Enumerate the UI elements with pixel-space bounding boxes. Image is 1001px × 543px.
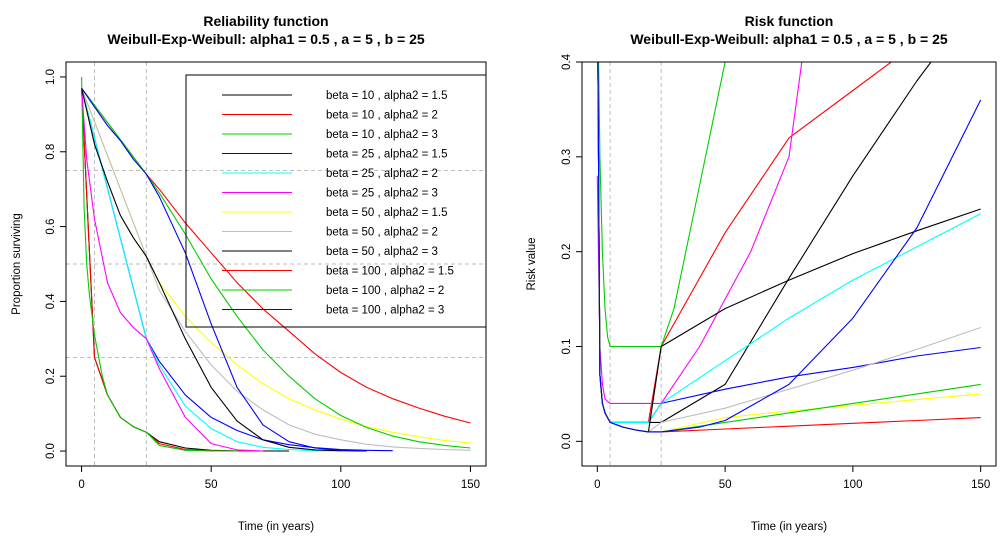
x-tick-label: 50 xyxy=(719,479,732,491)
reliability-y-axis-label: Proportion surviving xyxy=(11,213,23,315)
reliability-series-line-4 xyxy=(81,88,341,452)
reliability-series-line-11 xyxy=(81,87,367,452)
risk-series-line-4 xyxy=(597,62,981,423)
y-tick-label: 0.1 xyxy=(561,339,573,355)
y-tick-label: 0.0 xyxy=(45,443,57,459)
y-tick-label: 0.3 xyxy=(561,149,573,165)
reliability-panel: Reliability function Weibull-Exp-Weibull… xyxy=(11,13,487,533)
y-tick-label: 0.2 xyxy=(45,368,57,384)
legend-label: beta = 25 , alpha2 = 1.5 xyxy=(326,149,448,161)
risk-title: Risk function xyxy=(745,13,834,29)
legend-label: beta = 10 , alpha2 = 1.5 xyxy=(326,90,448,102)
risk-series-line-5 xyxy=(596,62,803,404)
y-tick-label: 0.8 xyxy=(45,144,57,160)
risk-subtitle: Weibull-Exp-Weibull: alpha1 = 0.5 , a = … xyxy=(630,31,948,47)
x-tick-label: 150 xyxy=(971,479,990,491)
legend: beta = 10 , alpha2 = 1.5 beta = 10 , alph… xyxy=(185,74,487,328)
y-tick-label: 0.6 xyxy=(45,219,57,235)
reliability-series-line-2 xyxy=(81,76,238,452)
reliability-series-line-7 xyxy=(81,88,471,451)
risk-x-axis-label: Time (in years) xyxy=(751,521,827,533)
reliability-series-line-6 xyxy=(81,88,471,444)
plot-frame xyxy=(581,61,997,467)
x-tick-label: 100 xyxy=(843,479,862,491)
reliability-title: Reliability function xyxy=(203,13,328,29)
reliability-series-line-9 xyxy=(81,87,471,424)
reliability-series-line-3 xyxy=(81,88,393,452)
reliability-series-line-5 xyxy=(81,88,264,452)
y-tick-label: 0.4 xyxy=(561,53,573,70)
x-tick-label: 0 xyxy=(78,479,84,491)
risk-series-line-0 xyxy=(597,62,932,423)
x-tick-label: 100 xyxy=(331,479,350,491)
reliability-x-axis-label: Time (in years) xyxy=(238,521,314,533)
risk-y-axis-label: Risk value xyxy=(526,237,538,290)
x-tick-label: 0 xyxy=(594,479,600,491)
risk-series-line-3 xyxy=(597,62,981,423)
y-tick-label: 0.4 xyxy=(45,293,57,310)
legend-label: beta = 100 , alpha2 = 1.5 xyxy=(326,266,454,278)
legend-label: beta = 50 , alpha2 = 1.5 xyxy=(326,207,448,219)
y-tick-label: 0.0 xyxy=(561,433,573,449)
x-tick-label: 150 xyxy=(461,479,480,491)
risk-series-line-11 xyxy=(597,62,982,433)
legend-label: beta = 100 , alpha2 = 3 xyxy=(326,305,444,317)
legend-label: beta = 10 , alpha2 = 3 xyxy=(326,129,438,141)
y-tick-label: 0.2 xyxy=(561,244,573,260)
legend-label: beta = 50 , alpha2 = 2 xyxy=(326,227,438,239)
risk-panel: Risk function Weibull-Exp-Weibull: alpha… xyxy=(526,13,997,533)
legend-label: beta = 10 , alpha2 = 2 xyxy=(326,110,438,122)
x-tick-label: 50 xyxy=(205,479,218,491)
legend-label: beta = 100 , alpha2 = 2 xyxy=(326,285,444,297)
reliability-subtitle: Weibull-Exp-Weibull: alpha1 = 0.5 , a = … xyxy=(107,31,425,47)
reliability-series-line-10 xyxy=(81,87,471,449)
legend-label: beta = 25 , alpha2 = 2 xyxy=(326,168,438,180)
legend-label: beta = 25 , alpha2 = 3 xyxy=(326,188,438,200)
reliability-series-line-8 xyxy=(81,88,367,452)
risk-series-line-2 xyxy=(598,62,726,348)
legend-label: beta = 50 , alpha2 = 3 xyxy=(326,246,438,258)
y-tick-label: 1.0 xyxy=(45,69,57,85)
risk-series-line-1 xyxy=(597,62,892,423)
